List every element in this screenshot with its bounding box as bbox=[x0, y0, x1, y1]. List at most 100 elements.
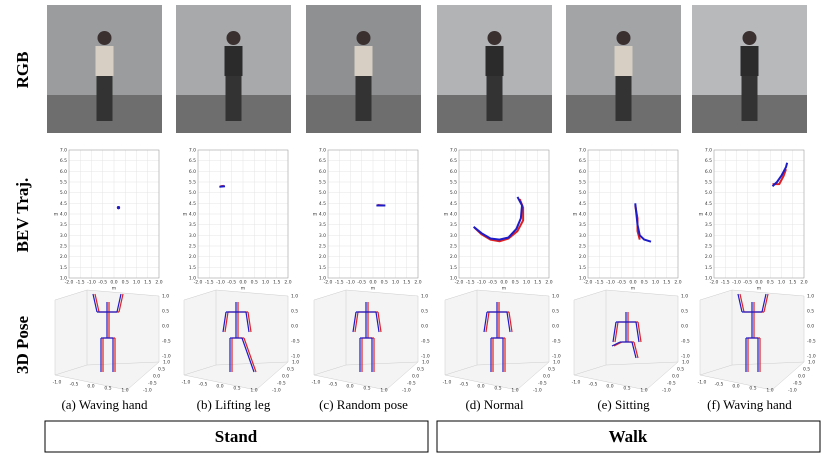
y-axis-label: m bbox=[54, 213, 58, 218]
y-tick-label: 2.5 bbox=[60, 244, 67, 250]
y-tick-label: 5.0 bbox=[189, 190, 196, 196]
pose-z-tick: -1.0 bbox=[291, 354, 300, 360]
pose-y-tick: -1.0 bbox=[533, 388, 542, 394]
person-legs bbox=[356, 76, 372, 121]
x-tick-label: 0.0 bbox=[369, 280, 376, 286]
pose-x-tick: -1.0 bbox=[443, 380, 452, 386]
pose-z-tick: 0.0 bbox=[681, 324, 688, 330]
pose-x-tick: 1.0 bbox=[380, 388, 387, 394]
y-tick-label: 7.0 bbox=[60, 148, 67, 154]
x-tick-label: 0.5 bbox=[767, 280, 774, 286]
x-tick-label: 0.0 bbox=[500, 280, 507, 286]
pose-x-tick: 1.0 bbox=[121, 388, 128, 394]
y-tick-label: 4.0 bbox=[579, 212, 586, 218]
y-tick-label: 4.0 bbox=[189, 212, 196, 218]
caption: (b) Lifting leg bbox=[197, 397, 271, 412]
pose-plot: -1.0-0.50.00.51.0-1.0-0.50.00.51.0-1.0-0… bbox=[312, 290, 430, 394]
pose-x-tick: -0.5 bbox=[460, 382, 469, 388]
pose-z-tick: 0.5 bbox=[162, 309, 169, 315]
trajectory bbox=[635, 203, 651, 241]
y-tick-label: 7.0 bbox=[319, 148, 326, 154]
y-tick-label: 1.0 bbox=[579, 276, 586, 282]
pose-z-tick: 1.0 bbox=[681, 294, 688, 300]
pose-y-tick: 1.0 bbox=[422, 360, 429, 366]
figure: RGB BEV Traj. 3D Pose Stand Walk -2.0-1.… bbox=[0, 0, 822, 453]
y-tick-label: 5.5 bbox=[60, 180, 67, 186]
pose-z-tick: 1.0 bbox=[421, 294, 428, 300]
pose-y-tick: -1.0 bbox=[402, 388, 411, 394]
y-tick-label: 3.0 bbox=[319, 233, 326, 239]
person-legs bbox=[97, 76, 113, 121]
y-tick-label: 6.5 bbox=[705, 158, 712, 164]
y-tick-label: 3.0 bbox=[60, 233, 67, 239]
y-tick-label: 2.0 bbox=[450, 254, 457, 260]
pose-z-tick: -0.5 bbox=[162, 339, 171, 345]
pose-y-tick: 0.0 bbox=[412, 374, 419, 380]
x-tick-label: 1.0 bbox=[262, 280, 269, 286]
pose-x-tick: 0.0 bbox=[216, 384, 223, 390]
y-tick-label: 4.5 bbox=[60, 201, 67, 207]
pose-plot: -1.0-0.50.00.51.0-1.0-0.50.00.51.0-1.0-0… bbox=[572, 290, 690, 394]
pose-x-tick: 0.5 bbox=[749, 386, 756, 392]
pose-z-tick: -0.5 bbox=[552, 339, 561, 345]
y-tick-label: 6.0 bbox=[189, 169, 196, 175]
caption: (e) Sitting bbox=[597, 397, 650, 412]
y-tick-label: 7.0 bbox=[450, 148, 457, 154]
pose-z-tick: 1.0 bbox=[807, 294, 814, 300]
y-tick-label: 4.0 bbox=[60, 212, 67, 218]
pose-z-tick: 0.5 bbox=[291, 309, 298, 315]
x-tick-label: 1.5 bbox=[403, 280, 410, 286]
y-axis-label: m bbox=[444, 213, 448, 218]
y-axis-label: m bbox=[313, 213, 317, 218]
pose-y-tick: -1.0 bbox=[662, 388, 671, 394]
x-tick-label: 1.0 bbox=[133, 280, 140, 286]
x-tick-label: 0.5 bbox=[122, 280, 129, 286]
pose-y-tick: 0.5 bbox=[287, 367, 294, 373]
y-tick-label: 4.0 bbox=[450, 212, 457, 218]
person-body bbox=[486, 46, 504, 76]
y-tick-label: 3.5 bbox=[705, 222, 712, 228]
pose-y-tick: 1.0 bbox=[163, 360, 170, 366]
x-tick-label: -1.0 bbox=[87, 280, 96, 286]
person-head bbox=[617, 31, 631, 45]
x-tick-label: 1.5 bbox=[789, 280, 796, 286]
y-tick-label: 2.5 bbox=[579, 244, 586, 250]
y-axis-label: m bbox=[699, 213, 703, 218]
pose-y-tick: 0.0 bbox=[543, 374, 550, 380]
caption: (f) Waving hand bbox=[707, 397, 792, 412]
caption: (c) Random pose bbox=[319, 397, 408, 412]
y-tick-label: 1.0 bbox=[450, 276, 457, 282]
pose-z-tick: 0.5 bbox=[421, 309, 428, 315]
y-tick-label: 3.5 bbox=[579, 222, 586, 228]
x-tick-label: 2.0 bbox=[155, 280, 162, 286]
x-tick-label: 1.0 bbox=[652, 280, 659, 286]
pose-x-tick: 1.0 bbox=[511, 388, 518, 394]
y-tick-label: 6.5 bbox=[319, 158, 326, 164]
pose-z-tick: -1.0 bbox=[681, 354, 690, 360]
pose-y-tick: 1.0 bbox=[682, 360, 689, 366]
pose-y-tick: 0.0 bbox=[672, 374, 679, 380]
pose-x-tick: -1.0 bbox=[572, 380, 581, 386]
y-tick-label: 1.5 bbox=[189, 265, 196, 271]
y-tick-label: 5.5 bbox=[579, 180, 586, 186]
x-tick-label: -1.5 bbox=[466, 280, 475, 286]
pose-y-tick: 0.0 bbox=[798, 374, 805, 380]
y-tick-label: 3.5 bbox=[319, 222, 326, 228]
pose-plot: -1.0-0.50.00.51.0-1.0-0.50.00.51.0-1.0-0… bbox=[443, 290, 561, 394]
x-tick-label: 0.5 bbox=[512, 280, 519, 286]
x-tick-label: -1.0 bbox=[216, 280, 225, 286]
pose-x-tick: -0.5 bbox=[589, 382, 598, 388]
x-tick-label: 1.5 bbox=[663, 280, 670, 286]
pose-z-tick: -1.0 bbox=[807, 354, 816, 360]
y-tick-label: 4.5 bbox=[579, 201, 586, 207]
x-tick-label: 2.0 bbox=[674, 280, 681, 286]
y-tick-label: 6.0 bbox=[579, 169, 586, 175]
y-tick-label: 7.0 bbox=[705, 148, 712, 154]
x-tick-label: 2.0 bbox=[284, 280, 291, 286]
pose-z-tick: -1.0 bbox=[162, 354, 171, 360]
pose-y-tick: 0.5 bbox=[548, 367, 555, 373]
x-axis-label: m bbox=[502, 287, 506, 292]
pose-x-tick: 1.0 bbox=[250, 388, 257, 394]
pose-z-tick: -1.0 bbox=[421, 354, 430, 360]
